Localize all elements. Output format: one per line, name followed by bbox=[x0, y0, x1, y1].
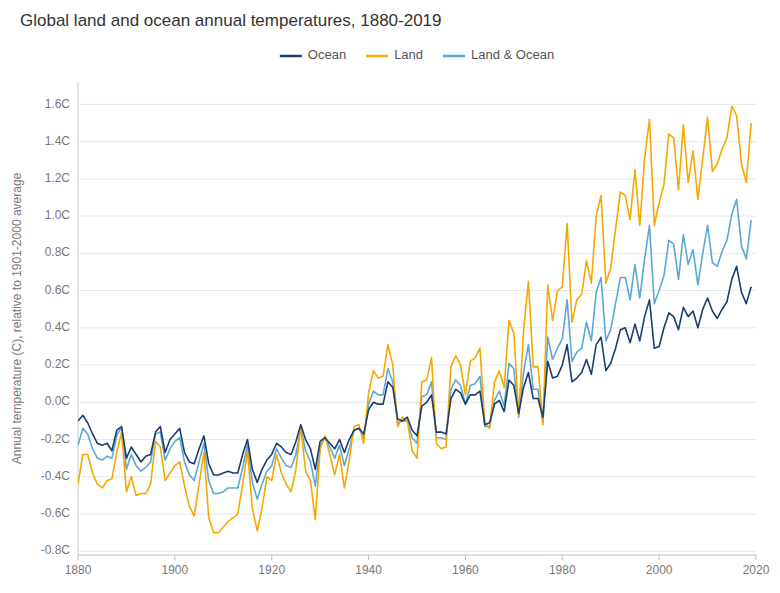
grid-line bbox=[78, 402, 756, 403]
y-tick-label: -0.2C bbox=[41, 432, 71, 446]
legend-label: Land & Ocean bbox=[471, 47, 554, 62]
series-line bbox=[78, 266, 751, 482]
grid-line bbox=[78, 253, 756, 254]
legend-swatch bbox=[280, 55, 302, 58]
y-tick-label: 1.2C bbox=[45, 171, 71, 185]
x-tick bbox=[271, 555, 272, 560]
x-tick-label: 1900 bbox=[162, 563, 189, 577]
background bbox=[0, 0, 780, 593]
y-axis-label: Annual temperature (C), relative to 1901… bbox=[10, 172, 24, 464]
y-tick-label: -0.6C bbox=[41, 506, 71, 520]
x-tick-label: 1920 bbox=[258, 563, 285, 577]
x-tick-label: 1880 bbox=[65, 563, 92, 577]
y-tick-label: 1.4C bbox=[45, 134, 71, 148]
grid-line bbox=[78, 514, 756, 515]
y-tick-label: -0.4C bbox=[41, 469, 71, 483]
legend: Ocean Land Land & Ocean bbox=[280, 47, 554, 62]
y-tick-label: 1.0C bbox=[45, 208, 71, 222]
x-tick bbox=[562, 555, 563, 560]
grid-line bbox=[78, 141, 756, 142]
grid-line bbox=[78, 476, 756, 477]
x-tick-label: 2000 bbox=[646, 563, 673, 577]
legend-item: Land & Ocean bbox=[443, 47, 554, 62]
x-tick bbox=[659, 555, 660, 560]
title: Global land and ocean annual temperature… bbox=[20, 11, 442, 30]
y-tick-label: 0.0C bbox=[45, 394, 71, 408]
y-tick-label: 1.6C bbox=[45, 97, 71, 111]
x-tick bbox=[368, 555, 369, 560]
legend-label: Ocean bbox=[308, 47, 346, 62]
y-grid bbox=[78, 104, 756, 551]
chart-container: Global land and ocean annual temperature… bbox=[0, 0, 780, 593]
grid-line bbox=[78, 327, 756, 328]
y-tick-label: 0.8C bbox=[45, 245, 71, 259]
x-axis-line bbox=[78, 555, 756, 556]
grid-line bbox=[78, 104, 756, 105]
grid-line bbox=[78, 551, 756, 552]
x-ticks: 1880 1900 1920 1940 1960 1980 2000 2020 bbox=[65, 555, 770, 577]
x-tick bbox=[78, 555, 79, 560]
x-tick bbox=[465, 555, 466, 560]
x-tick-label: 1940 bbox=[355, 563, 382, 577]
x-tick-label: 1960 bbox=[452, 563, 479, 577]
legend-item: Land bbox=[366, 47, 423, 62]
y-tick-label: -0.8C bbox=[41, 543, 71, 557]
x-tick bbox=[756, 555, 757, 560]
x-tick-label: 1980 bbox=[549, 563, 576, 577]
legend-swatch bbox=[443, 55, 465, 58]
legend-swatch bbox=[366, 55, 388, 58]
x-tick-label: 2020 bbox=[743, 563, 770, 577]
grid-line bbox=[78, 365, 756, 366]
x-tick bbox=[174, 555, 175, 560]
y-tick-label: 0.2C bbox=[45, 357, 71, 371]
chart-svg: Global land and ocean annual temperature… bbox=[0, 0, 780, 593]
series-line bbox=[78, 106, 751, 532]
y-tick-labels: -0.8C -0.6C -0.4C -0.2C 0.0C 0.2C 0.4C 0.6C 0.8C… bbox=[41, 97, 71, 558]
legend-label: Land bbox=[394, 47, 423, 62]
y-tick-label: 0.4C bbox=[45, 320, 71, 334]
y-tick-label: 0.6C bbox=[45, 283, 71, 297]
legend-item: Ocean bbox=[280, 47, 346, 62]
grid-line bbox=[78, 178, 756, 179]
lines bbox=[78, 106, 751, 532]
